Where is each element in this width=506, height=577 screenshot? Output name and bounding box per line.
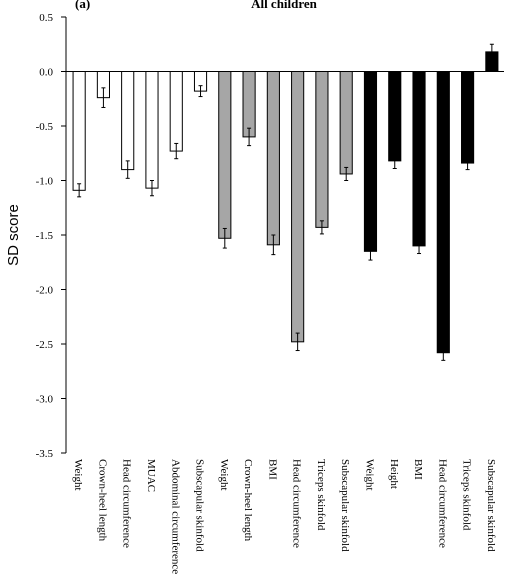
x-tick-label: Abdominal circumference bbox=[169, 459, 181, 574]
x-tick-label: Weight bbox=[72, 459, 84, 491]
x-tick-label: MUAC bbox=[145, 459, 157, 492]
x-tick-label: Head circumference bbox=[436, 459, 448, 548]
x-tick-label: Subscapular skinfold bbox=[194, 459, 206, 552]
bar bbox=[388, 71, 402, 162]
x-tick-label: Subscapular skinfold bbox=[339, 459, 351, 552]
error-bar bbox=[174, 142, 179, 160]
error-bar bbox=[149, 180, 154, 197]
bar bbox=[145, 71, 159, 189]
chart-title: All children bbox=[251, 0, 318, 11]
error-bar bbox=[417, 237, 422, 255]
x-tick-label: Subscapular skinfold bbox=[485, 459, 497, 552]
x-tick-label: Head circumference bbox=[291, 459, 303, 548]
y-tick-label: 0.0 bbox=[39, 67, 53, 79]
error-bar bbox=[392, 152, 397, 170]
panel-label: (a) bbox=[75, 0, 90, 11]
x-tick-label: Crown-heel length bbox=[242, 459, 254, 542]
bar bbox=[218, 71, 232, 239]
bar bbox=[72, 71, 86, 191]
y-tick-label: -2.0 bbox=[36, 285, 54, 297]
error-bar bbox=[344, 166, 349, 181]
error-bar bbox=[465, 156, 470, 171]
y-tick-label: 0.5 bbox=[39, 12, 53, 24]
bar bbox=[291, 71, 305, 343]
error-bar bbox=[247, 127, 252, 147]
error-bar bbox=[271, 234, 276, 256]
x-tick-label: Triceps skinfold bbox=[461, 459, 473, 531]
error-bar bbox=[77, 183, 82, 198]
bar bbox=[412, 71, 426, 247]
y-tick-label: -1.5 bbox=[36, 230, 54, 242]
bar bbox=[121, 71, 135, 171]
y-tick-label: -3.5 bbox=[36, 448, 54, 460]
x-tick-label: Weight bbox=[363, 459, 375, 491]
x-tick-label: Height bbox=[388, 459, 400, 489]
error-bar bbox=[319, 220, 324, 235]
error-bar bbox=[222, 227, 227, 249]
error-bar bbox=[125, 160, 130, 179]
bar bbox=[363, 71, 378, 252]
x-tick-label: BMI bbox=[412, 459, 424, 480]
bar bbox=[339, 71, 353, 175]
error-bar bbox=[295, 332, 300, 352]
bar bbox=[436, 71, 450, 354]
y-tick-label: -3.0 bbox=[36, 394, 54, 406]
error-bar bbox=[198, 85, 203, 98]
error-bar bbox=[441, 344, 446, 361]
y-tick-label: -1.0 bbox=[36, 176, 54, 188]
x-tick-label: BMI bbox=[266, 459, 278, 480]
error-bar bbox=[489, 43, 494, 61]
bar bbox=[315, 71, 329, 228]
x-tick-label: Head circumference bbox=[121, 459, 133, 548]
y-tick-label: -2.5 bbox=[36, 339, 54, 351]
bar bbox=[266, 71, 280, 246]
x-tick-label: Crown-heel length bbox=[96, 459, 108, 542]
bar bbox=[242, 71, 256, 138]
error-bar bbox=[101, 87, 106, 108]
x-tick-label: Triceps skinfold bbox=[315, 459, 327, 531]
y-tick-label: -0.5 bbox=[36, 121, 54, 133]
bar bbox=[461, 71, 475, 164]
bar bbox=[169, 71, 183, 152]
y-axis-label: SD score bbox=[5, 204, 22, 266]
x-tick-label: Weight bbox=[218, 459, 230, 491]
error-bar bbox=[368, 242, 373, 261]
